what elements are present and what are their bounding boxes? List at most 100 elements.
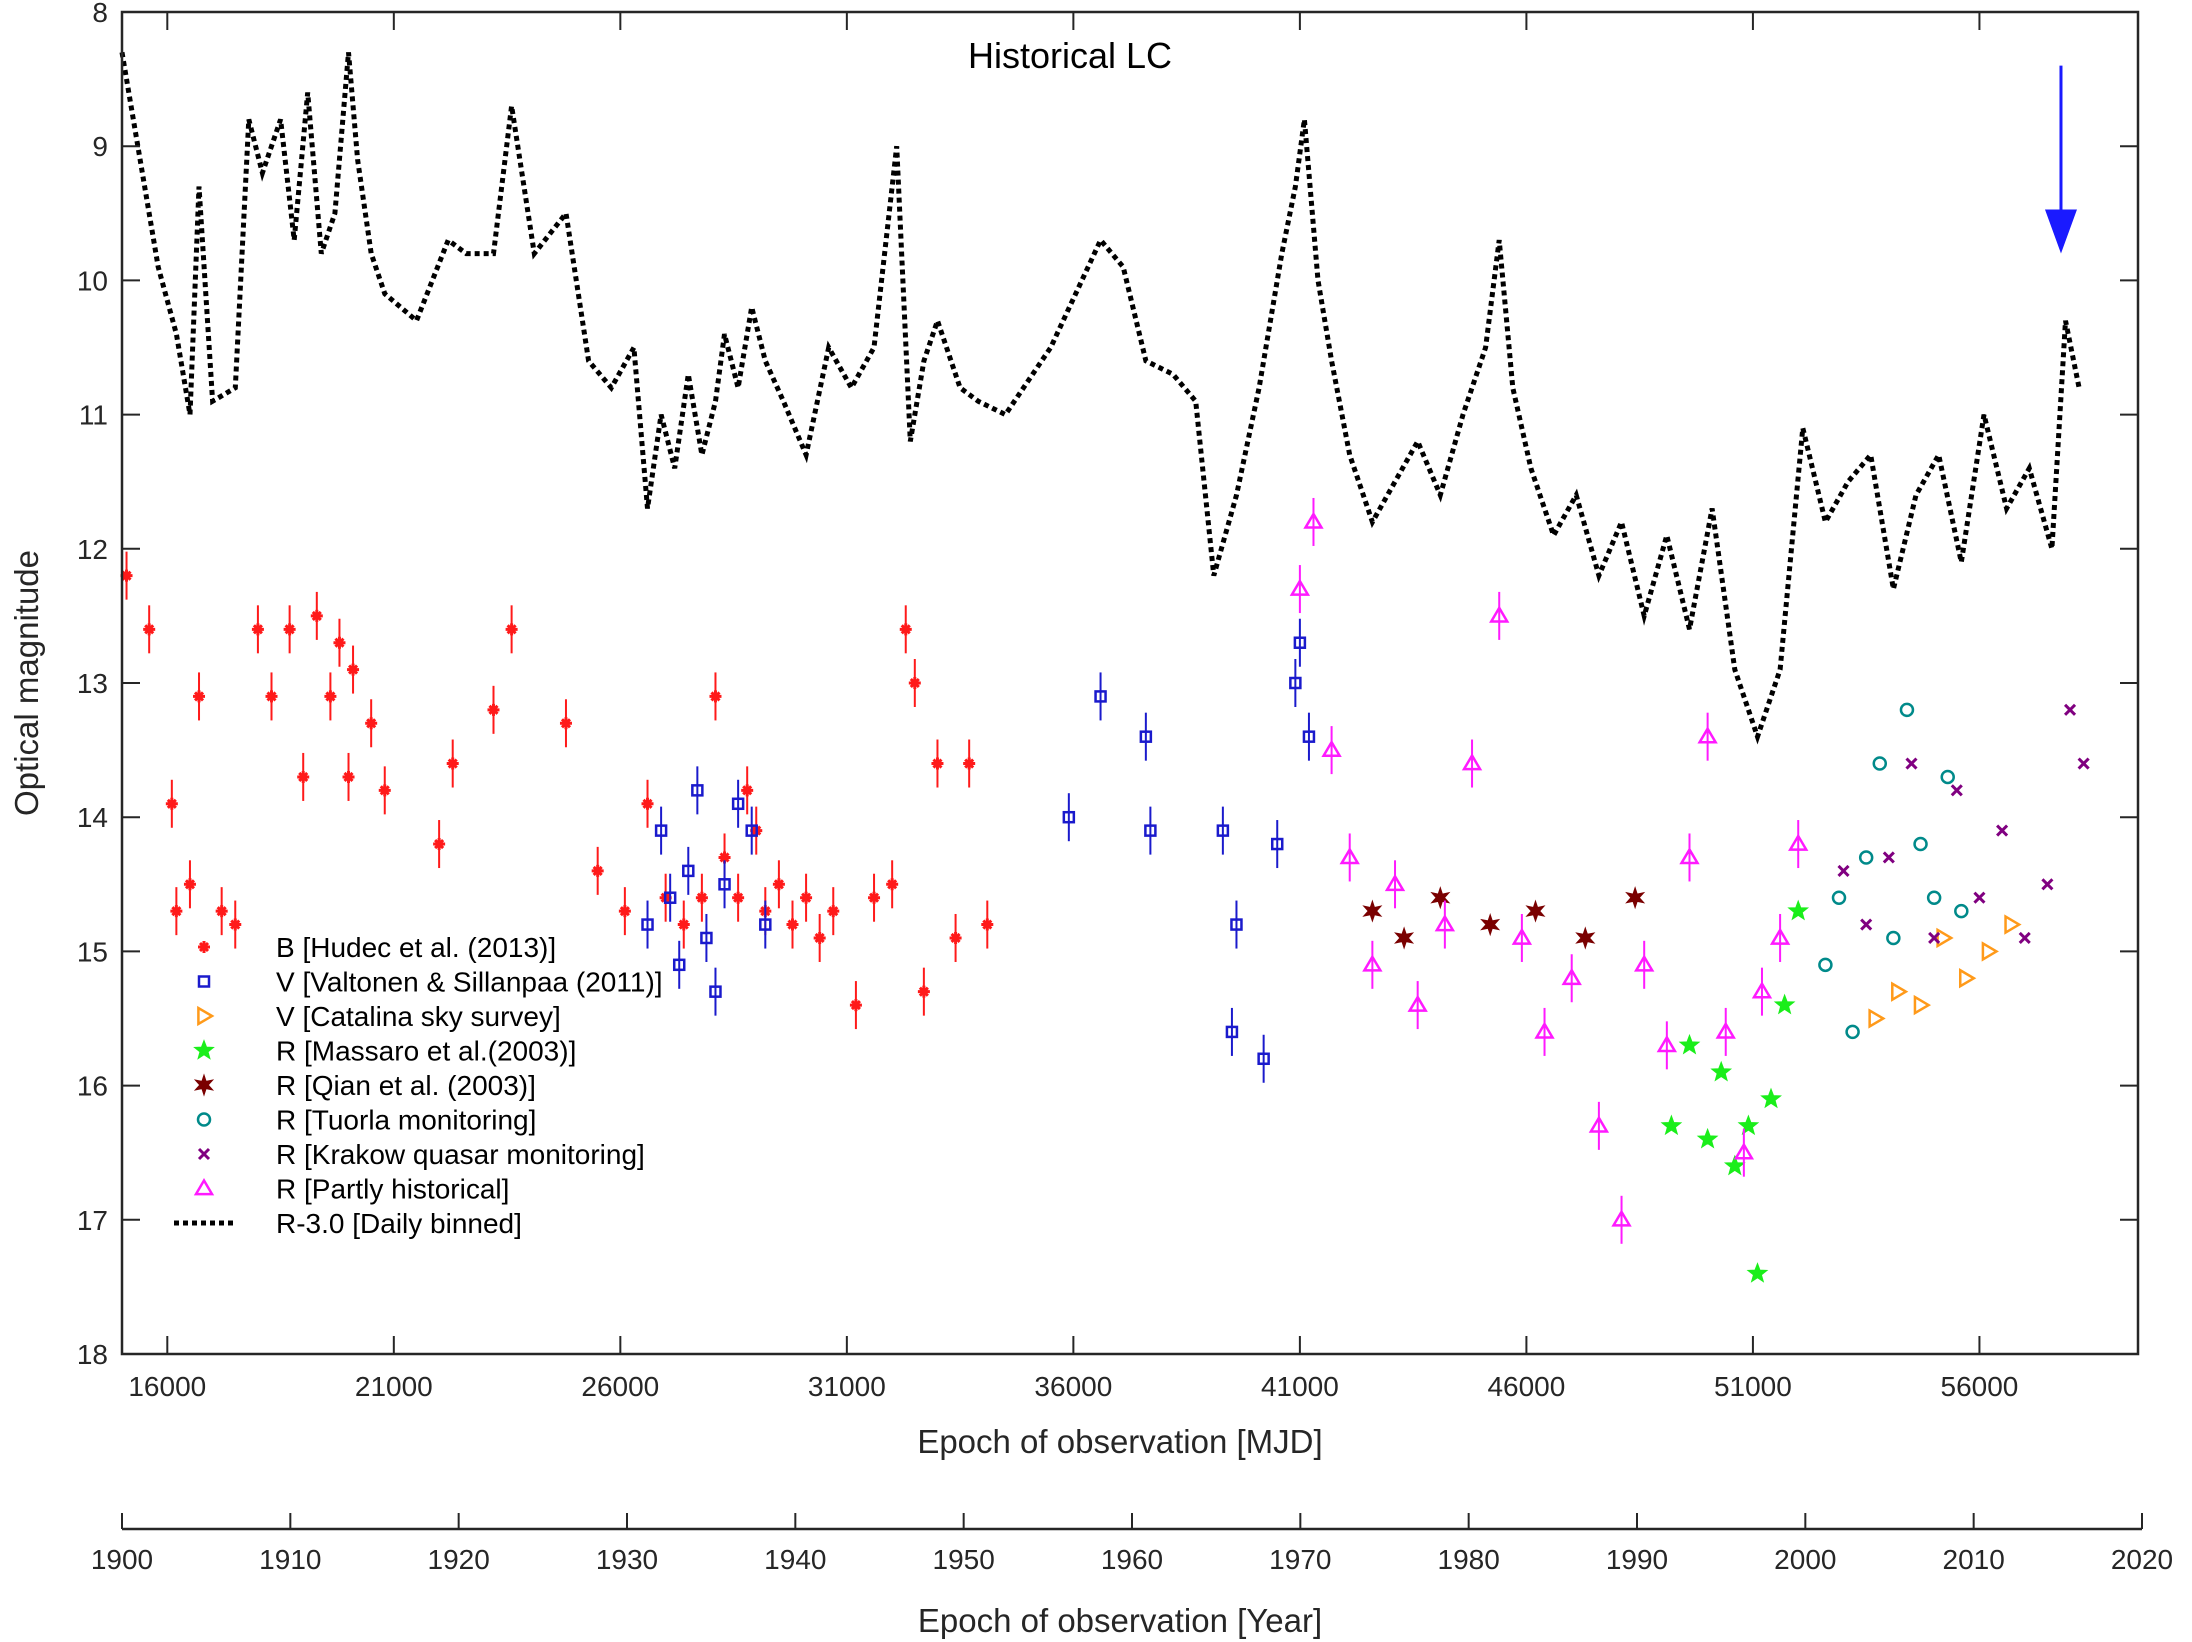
x-tick-label: 41000 <box>1261 1371 1339 1402</box>
data-point <box>251 623 264 636</box>
data-point <box>1715 1021 1736 1039</box>
x-tick-label: 46000 <box>1487 1371 1565 1402</box>
data-point <box>1575 926 1596 950</box>
data-point <box>1831 890 1847 905</box>
data-point <box>618 905 631 918</box>
data-point <box>165 797 178 810</box>
data-point <box>1302 730 1316 743</box>
data-point <box>886 878 899 891</box>
data-point <box>981 918 994 931</box>
data-point <box>1954 903 1969 919</box>
data-point <box>1534 1021 1555 1039</box>
y-tick-label: 8 <box>92 0 108 28</box>
x-axis-title: Epoch of observation [MJD] <box>917 1423 1322 1460</box>
data-point <box>1872 756 1888 771</box>
data-point <box>813 931 826 944</box>
data-point <box>1723 1154 1746 1176</box>
data-point <box>1787 899 1810 921</box>
year-tick-label: 1910 <box>259 1544 321 1575</box>
data-point <box>1480 913 1501 937</box>
data-point <box>1837 864 1850 877</box>
data-point <box>1561 967 1582 986</box>
data-point <box>446 757 459 770</box>
data-point <box>2018 931 2031 945</box>
data-point <box>1760 1087 1782 1109</box>
data-point <box>1362 899 1383 923</box>
data-point <box>559 717 572 730</box>
data-point <box>1660 1114 1683 1136</box>
legend: B [Hudec et al. (2013)] V [Valtonen & Sil… <box>174 932 663 1239</box>
y-tick-label: 16 <box>77 1071 108 1102</box>
data-point <box>1062 810 1076 824</box>
data-point <box>324 690 337 703</box>
arrow-head <box>2044 209 2077 254</box>
x-tick-label: 16000 <box>128 1371 206 1402</box>
year-tick-label: 1920 <box>428 1544 490 1575</box>
data-point <box>1461 753 1483 771</box>
series-6 <box>1837 703 2090 945</box>
data-point <box>1769 927 1791 945</box>
data-point <box>691 784 704 797</box>
data-point <box>759 918 772 931</box>
legend-label: B [Hudec et al. (2013)] <box>276 932 556 963</box>
data-point <box>365 717 378 730</box>
data-point <box>1696 1127 1719 1149</box>
data-point <box>378 784 391 797</box>
x-tick-label: 51000 <box>1714 1371 1792 1402</box>
data-point <box>963 757 976 770</box>
data-point <box>800 891 813 904</box>
legend-swatch <box>193 1039 215 1060</box>
legend-swatch <box>193 1178 215 1196</box>
data-point <box>709 985 722 998</box>
data-point <box>868 891 881 904</box>
data-point <box>505 623 518 636</box>
data-point <box>1303 511 1324 529</box>
y-axis-title: Optical magnitude <box>8 550 45 816</box>
x-tick-label: 36000 <box>1034 1371 1112 1402</box>
data-point <box>1216 824 1230 837</box>
data-point <box>1362 954 1383 972</box>
data-point <box>1430 886 1451 910</box>
annotation-arrow <box>2044 65 2077 254</box>
data-point <box>1737 1114 1760 1136</box>
y-tick-label: 10 <box>77 265 108 296</box>
y-tick-label: 17 <box>77 1205 108 1236</box>
secondary-x-axis-title: Epoch of observation [Year] <box>918 1602 1322 1639</box>
data-point <box>183 878 196 891</box>
series-3 <box>1660 899 1810 1283</box>
data-point <box>1289 578 1311 596</box>
data-point <box>1697 726 1718 744</box>
data-point <box>1434 914 1456 932</box>
data-point <box>772 878 785 891</box>
legend-swatch <box>197 1147 211 1161</box>
year-tick-label: 1900 <box>91 1544 153 1575</box>
data-point <box>1634 954 1655 972</box>
data-point <box>949 931 962 944</box>
x-tick-label: 31000 <box>808 1371 886 1402</box>
data-point <box>1981 941 1999 962</box>
y-tick-label: 13 <box>77 668 108 699</box>
data-point <box>310 609 323 622</box>
y-tick-label: 12 <box>77 534 108 565</box>
data-point <box>1611 1209 1632 1227</box>
y-tick-label: 14 <box>77 802 108 833</box>
data-point <box>1489 605 1510 623</box>
legend-label: V [Valtonen & Sillanpaa (2011)] <box>276 967 663 998</box>
year-tick-label: 2000 <box>1774 1544 1836 1575</box>
data-point <box>2041 878 2054 891</box>
legend-label: R [Massaro et al.(2003)] <box>276 1036 576 1067</box>
data-point <box>654 824 668 837</box>
data-point <box>899 623 912 636</box>
data-point <box>1394 926 1415 950</box>
series-0 <box>120 551 994 1030</box>
data-point <box>1525 899 1546 923</box>
data-point <box>1973 891 1986 904</box>
year-tick-label: 1930 <box>596 1544 658 1575</box>
series-7 <box>1289 497 1809 1244</box>
x-tick-label: 26000 <box>581 1371 659 1402</box>
y-tick-label: 9 <box>92 131 108 162</box>
data-point <box>433 838 446 851</box>
data-point <box>1940 769 1955 785</box>
axes: 8 9 10 11 12 13 14 15 16 17 18 16000 21000 26000 31000… <box>77 0 2173 1575</box>
